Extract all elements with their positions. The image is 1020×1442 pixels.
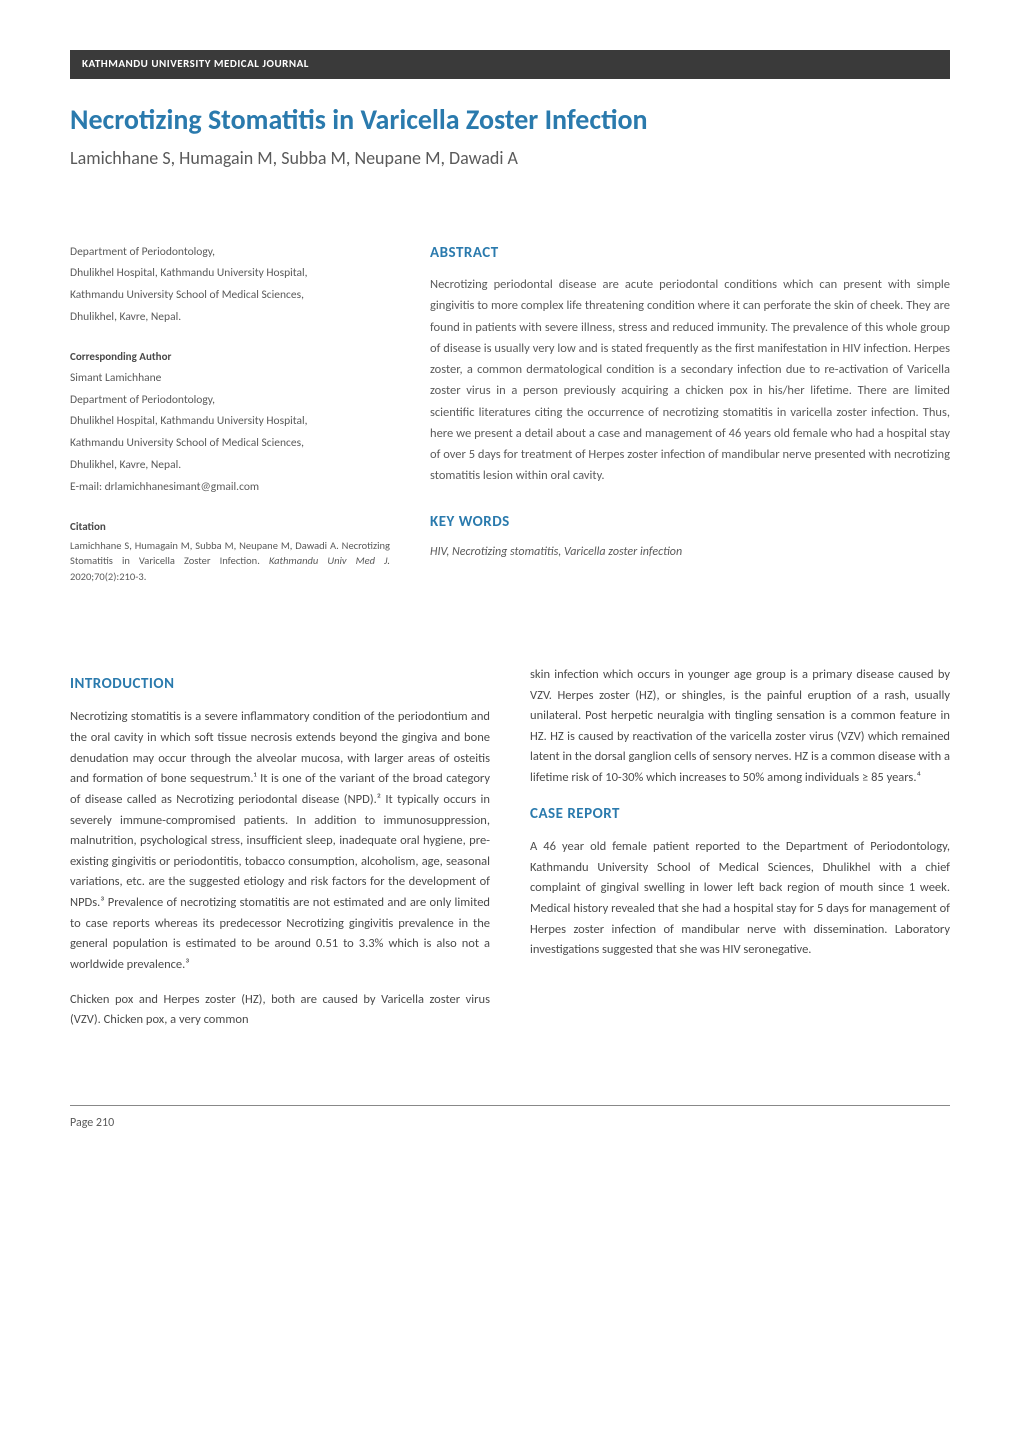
top-metadata-section: Department of Periodontology, Dhulikhel … bbox=[70, 242, 950, 585]
affiliation-line: Department of Periodontology, bbox=[70, 242, 390, 264]
page-number: Page 210 bbox=[70, 1116, 114, 1130]
keywords-section: KEY WORDS HIV, Necrotizing stomatitis, V… bbox=[430, 511, 950, 562]
citation-text: Lamichhane S, Humagain M, Subba M, Neupa… bbox=[70, 538, 390, 585]
case-report-heading: CASE REPORT bbox=[530, 803, 950, 826]
affiliation-line: Dhulikhel Hospital, Kathmandu University… bbox=[70, 263, 390, 285]
journal-header-bar: KATHMANDU UNIVERSITY MEDICAL JOURNAL bbox=[70, 50, 950, 79]
body-right-column: skin infection which occurs in younger a… bbox=[530, 665, 950, 1045]
journal-name: KATHMANDU UNIVERSITY MEDICAL JOURNAL bbox=[82, 57, 309, 70]
corresponding-line: Kathmandu University School of Medical S… bbox=[70, 433, 390, 455]
case-report-para1: A 46 year old female patient reported to… bbox=[530, 837, 950, 961]
corresponding-line: Dhulikhel Hospital, Kathmandu University… bbox=[70, 411, 390, 433]
keywords-heading: KEY WORDS bbox=[430, 511, 950, 534]
corresponding-line: Dhulikhel, Kavre, Nepal. bbox=[70, 455, 390, 477]
body-left-column: INTRODUCTION Necrotizing stomatitis is a… bbox=[70, 665, 490, 1045]
citation-journal: Kathmandu Univ Med J. bbox=[269, 554, 390, 567]
article-title: Necrotizing Stomatitis in Varicella Zost… bbox=[70, 99, 950, 141]
corresponding-author-heading: Corresponding Author bbox=[70, 347, 390, 368]
abstract-heading: ABSTRACT bbox=[430, 242, 950, 265]
introduction-para2: Chicken pox and Herpes zoster (HZ), both… bbox=[70, 990, 490, 1031]
introduction-para3: skin infection which occurs in younger a… bbox=[530, 665, 950, 789]
body-two-column: INTRODUCTION Necrotizing stomatitis is a… bbox=[70, 665, 950, 1045]
affiliation-line: Dhulikhel, Kavre, Nepal. bbox=[70, 307, 390, 329]
citation-suffix: 2020;70(2):210-3. bbox=[70, 570, 146, 583]
citation-heading: Citation bbox=[70, 517, 390, 538]
corresponding-email: E-mail: drlamichhanesimant@gmail.com bbox=[70, 477, 390, 499]
affiliation-column: Department of Periodontology, Dhulikhel … bbox=[70, 242, 390, 585]
corresponding-author-name: Simant Lamichhane bbox=[70, 368, 390, 390]
author-list: Lamichhane S, Humagain M, Subba M, Neupa… bbox=[70, 145, 950, 172]
introduction-heading: INTRODUCTION bbox=[70, 673, 490, 696]
keywords-text: HIV, Necrotizing stomatitis, Varicella z… bbox=[430, 543, 950, 561]
affiliation-line: Kathmandu University School of Medical S… bbox=[70, 285, 390, 307]
corresponding-line: Department of Periodontology, bbox=[70, 390, 390, 412]
introduction-para1: Necrotizing stomatitis is a severe infla… bbox=[70, 707, 490, 975]
abstract-text: Necrotizing periodontal disease are acut… bbox=[430, 274, 950, 487]
abstract-column: ABSTRACT Necrotizing periodontal disease… bbox=[430, 242, 950, 585]
page-footer: Page 210 bbox=[70, 1105, 950, 1132]
